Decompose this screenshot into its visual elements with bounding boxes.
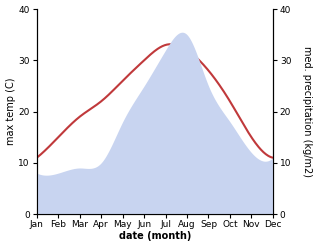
- X-axis label: date (month): date (month): [119, 231, 191, 242]
- Y-axis label: max temp (C): max temp (C): [5, 78, 16, 145]
- Y-axis label: med. precipitation (kg/m2): med. precipitation (kg/m2): [302, 46, 313, 177]
